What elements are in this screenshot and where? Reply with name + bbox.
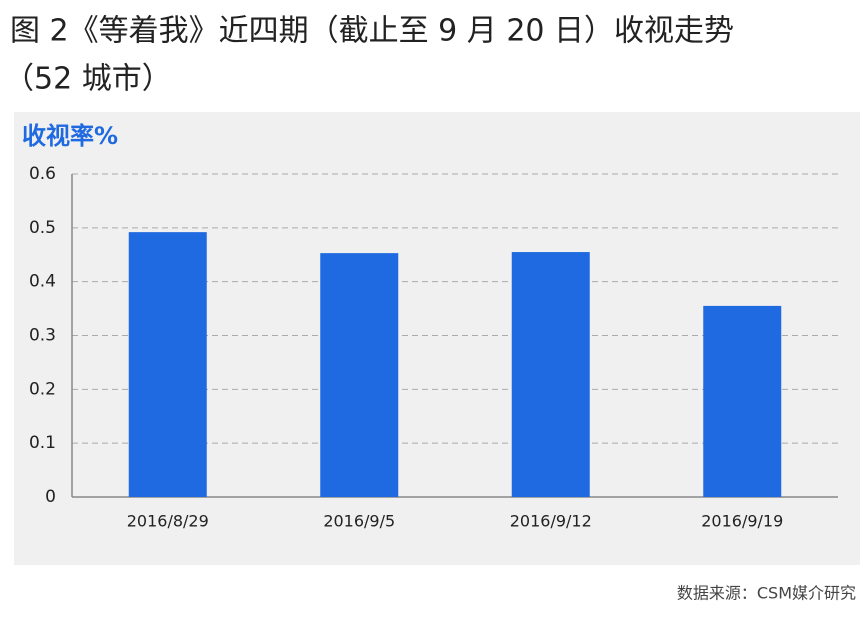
x-tick-label: 2016/9/12 [510,512,592,531]
chart-title: （52 城市） [4,62,172,97]
chart-title: 图 2《等着我》近四期（截止至 9 月 20 日）收视走势 [10,14,734,49]
bar [511,252,590,497]
x-tick-label: 2016/9/5 [323,512,395,531]
bar [703,305,782,497]
y-tick-label: 0.6 [29,164,56,184]
y-tick-label: 0.3 [29,326,56,346]
y-tick-label: 0.4 [29,272,56,292]
bar [128,232,207,497]
source-note: 数据来源：CSM媒介研究 [677,584,856,603]
y-tick-label: 0 [45,487,56,507]
y-tick-label: 0.1 [29,433,56,453]
y-tick-label: 0.2 [29,379,56,399]
y-tick-label: 0.5 [29,218,56,238]
y-axis-label: 收视率% [22,122,118,150]
bar [320,253,399,497]
x-tick-label: 2016/8/29 [127,512,209,531]
x-tick-label: 2016/9/19 [701,512,783,531]
